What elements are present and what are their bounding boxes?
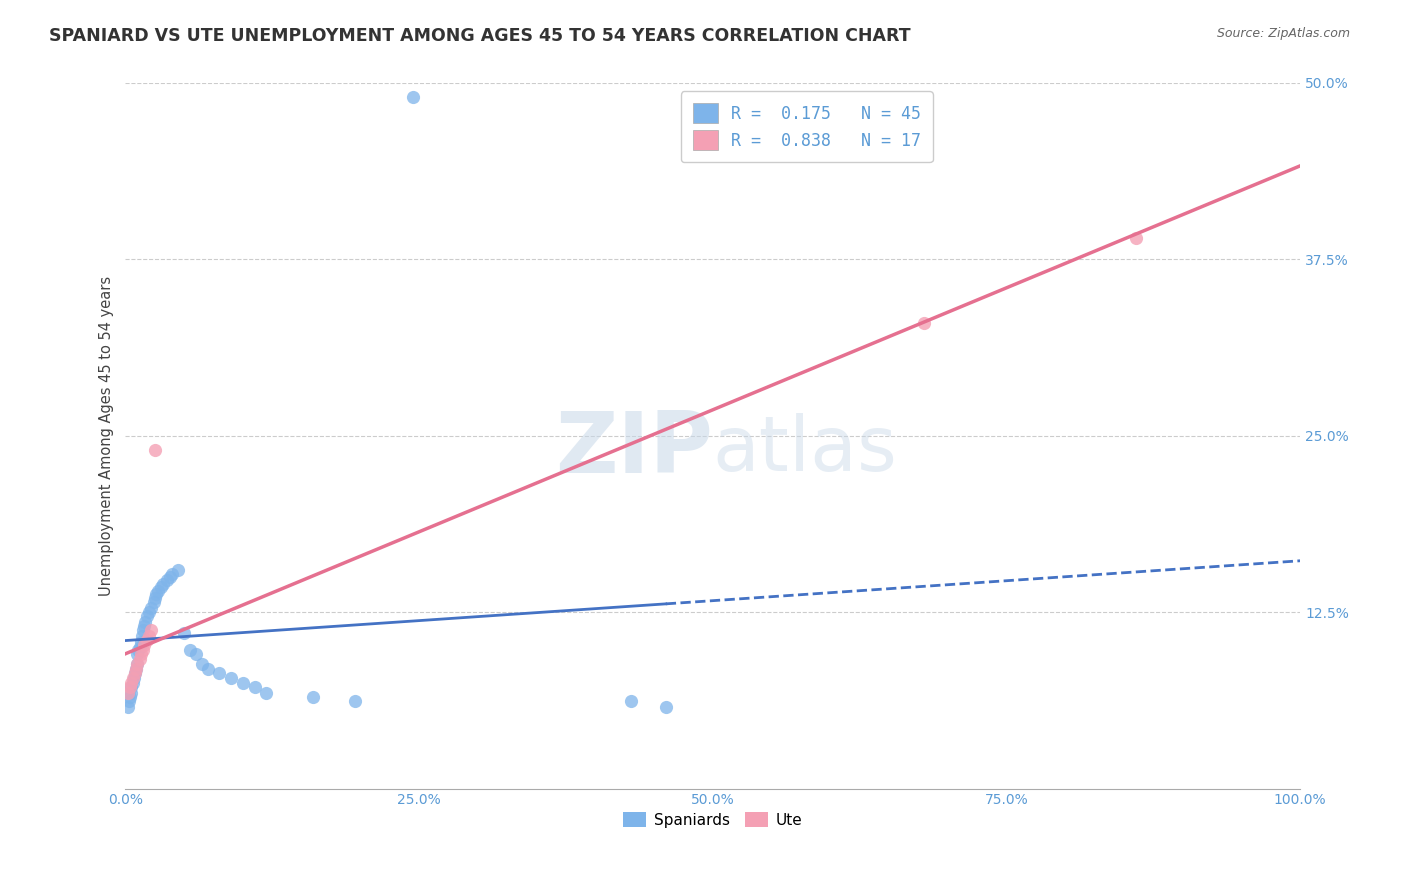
Point bbox=[302, 690, 325, 704]
Point bbox=[149, 580, 172, 594]
Point bbox=[167, 563, 190, 577]
Text: Source: ZipAtlas.com: Source: ZipAtlas.com bbox=[1216, 27, 1350, 40]
Point bbox=[129, 634, 152, 648]
Point bbox=[184, 648, 207, 662]
Point bbox=[143, 442, 166, 457]
Point bbox=[132, 643, 155, 657]
Point bbox=[141, 624, 163, 638]
Point bbox=[148, 584, 170, 599]
Point bbox=[243, 680, 266, 694]
Point bbox=[197, 662, 219, 676]
Point bbox=[135, 609, 157, 624]
Point bbox=[121, 675, 143, 690]
Point bbox=[162, 567, 184, 582]
Point bbox=[129, 648, 152, 662]
Point bbox=[138, 629, 160, 643]
Point bbox=[173, 626, 195, 640]
Point bbox=[124, 665, 146, 680]
Point bbox=[132, 624, 155, 638]
Point bbox=[141, 600, 163, 615]
Point bbox=[117, 685, 139, 699]
Point bbox=[125, 662, 148, 676]
Point bbox=[120, 680, 142, 694]
Point bbox=[120, 685, 142, 699]
Point bbox=[120, 690, 142, 704]
Point bbox=[117, 699, 139, 714]
Point bbox=[134, 615, 156, 629]
Point bbox=[124, 665, 146, 680]
Point bbox=[120, 680, 142, 694]
Point bbox=[152, 577, 174, 591]
Point bbox=[118, 694, 141, 708]
Text: ZIP: ZIP bbox=[555, 409, 713, 491]
Point bbox=[142, 595, 165, 609]
Point bbox=[127, 648, 149, 662]
Point bbox=[127, 643, 149, 657]
Point bbox=[134, 638, 156, 652]
Point bbox=[134, 619, 156, 633]
Point bbox=[191, 657, 214, 672]
Point bbox=[159, 570, 181, 584]
Point bbox=[120, 675, 142, 690]
Point bbox=[155, 573, 177, 587]
Point bbox=[131, 629, 153, 643]
Point bbox=[128, 651, 150, 665]
Point bbox=[143, 591, 166, 605]
Point bbox=[121, 672, 143, 686]
Point bbox=[122, 672, 145, 686]
Point bbox=[135, 633, 157, 648]
Point bbox=[208, 665, 231, 680]
Point bbox=[127, 657, 149, 672]
Point bbox=[219, 672, 242, 686]
Text: atlas: atlas bbox=[713, 413, 897, 487]
Y-axis label: Unemployment Among Ages 45 to 54 years: Unemployment Among Ages 45 to 54 years bbox=[100, 276, 114, 596]
Point bbox=[125, 662, 148, 676]
Point bbox=[232, 675, 254, 690]
Point bbox=[128, 640, 150, 655]
Legend: Spaniards, Ute: Spaniards, Ute bbox=[617, 805, 808, 834]
Point bbox=[655, 699, 678, 714]
Point bbox=[138, 605, 160, 619]
Point bbox=[1125, 231, 1147, 245]
Point bbox=[127, 657, 149, 672]
Point bbox=[254, 685, 277, 699]
Point bbox=[179, 643, 201, 657]
Point bbox=[619, 694, 641, 708]
Point bbox=[343, 694, 366, 708]
Point bbox=[912, 316, 935, 330]
Point bbox=[145, 587, 167, 601]
Point bbox=[402, 90, 425, 104]
Text: SPANIARD VS UTE UNEMPLOYMENT AMONG AGES 45 TO 54 YEARS CORRELATION CHART: SPANIARD VS UTE UNEMPLOYMENT AMONG AGES … bbox=[49, 27, 911, 45]
